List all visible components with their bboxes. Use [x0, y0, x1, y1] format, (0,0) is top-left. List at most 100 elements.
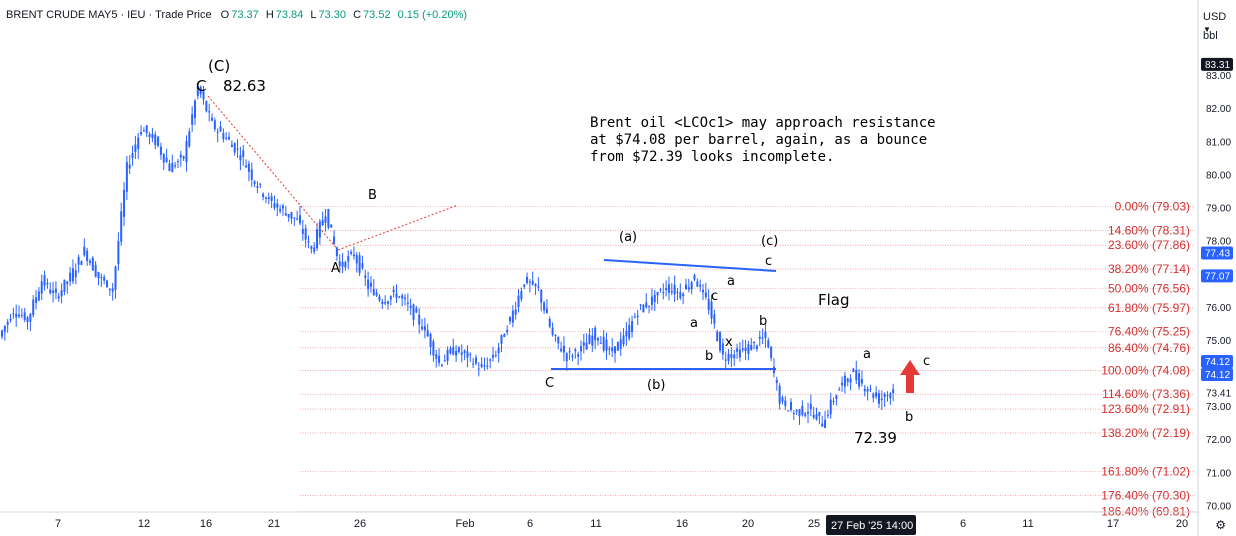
price-axis[interactable]: 83.0082.0081.0080.0079.0078.0077.0076.00… [1197, 0, 1233, 536]
candle-body [88, 260, 91, 263]
candle-body [474, 357, 477, 364]
price-tag-bg [1201, 368, 1233, 382]
low-value: 73.30 [318, 9, 347, 21]
candle-body [333, 236, 336, 244]
candle-body [168, 163, 171, 171]
symbol-name[interactable]: BRENT CRUDE MAY5 [6, 9, 118, 21]
y-tick-label: 83.00 [1206, 71, 1231, 82]
candle-body [812, 414, 815, 418]
fib-label: 50.00% (76.56) [1108, 281, 1190, 295]
candle-body [716, 331, 719, 342]
candle-body [389, 296, 392, 300]
candle-body [157, 136, 160, 146]
candle-body [670, 290, 673, 293]
candle-body [560, 348, 563, 352]
candle-body [574, 349, 577, 352]
candle-body [588, 334, 591, 344]
candle-body [40, 281, 43, 294]
candle-body [486, 365, 489, 367]
wave-label-b-2: b [705, 349, 714, 364]
fib-label: 38.20% (77.14) [1108, 262, 1190, 276]
candle-body [74, 270, 77, 278]
candle-body [795, 410, 798, 412]
candle-body [631, 321, 634, 333]
candle-body [392, 289, 395, 293]
candle-body [523, 284, 526, 287]
x-tick-label: Feb [456, 518, 475, 530]
candle-body [125, 162, 128, 192]
candle-body [682, 293, 685, 296]
candle-body [91, 257, 94, 271]
unit-label[interactable]: bbl [1203, 30, 1218, 42]
candle-body [883, 393, 886, 398]
fib-label: 161.80% (71.02) [1101, 465, 1190, 479]
wave-label-c-top: c [765, 254, 773, 269]
candle-body [188, 131, 191, 147]
candle-body [892, 389, 895, 394]
fib-label: 86.40% (74.76) [1108, 341, 1190, 355]
candle-body [798, 409, 801, 417]
time-axis[interactable]: 7 12 16 21 26 Feb 6 11 16 20 25 6 11 17 20 27 Feb '25 1… [0, 511, 1198, 535]
candle-body [344, 262, 347, 268]
candle-body [395, 293, 398, 298]
candle-body [313, 247, 316, 252]
candle-body [330, 224, 333, 228]
candle-body [267, 197, 270, 200]
price-tag-bg [1201, 57, 1233, 71]
x-tick-label: 16 [676, 518, 688, 530]
candle-body [687, 287, 690, 290]
candle-body [307, 241, 310, 243]
top-value-label: 82.63 [223, 77, 266, 95]
gear-icon[interactable]: ⚙ [1215, 518, 1226, 532]
candle-body [642, 304, 645, 313]
candle-body [738, 349, 741, 358]
candle-body [866, 388, 869, 392]
fib-label: 138.20% (72.19) [1101, 426, 1190, 440]
currency-selector[interactable]: USD ▼ [1203, 11, 1227, 34]
candle-body [171, 163, 174, 173]
candle-body [764, 331, 767, 338]
y-tick-label: 80.00 [1206, 170, 1231, 181]
candle-body [404, 297, 407, 300]
candle-body [838, 389, 841, 391]
candle-body [503, 334, 506, 338]
fib-label: 23.60% (77.86) [1108, 238, 1190, 252]
candle-body [97, 271, 100, 278]
candle-body [290, 212, 293, 219]
price-tag: 77.43 [1205, 248, 1230, 259]
wave-label-A: A [331, 261, 340, 276]
candle-body [497, 347, 500, 354]
candle-body [361, 263, 364, 269]
candle-body [818, 411, 821, 416]
candle-body [299, 215, 301, 224]
candle-body [528, 281, 531, 283]
high-value: 73.84 [275, 9, 304, 21]
price-tag: 83.31 [1205, 60, 1230, 71]
high-label: H [265, 9, 274, 21]
candle-body [807, 411, 810, 414]
candle-body [775, 379, 778, 384]
y-tick-label: 73.00 [1206, 402, 1231, 413]
candle-body [824, 419, 827, 429]
price-tag-bg [1201, 246, 1233, 260]
candle-body [120, 211, 123, 242]
wave-label-c-3: c [923, 354, 931, 369]
candle-body [100, 276, 103, 278]
candle-body [176, 161, 179, 163]
candle-body [18, 314, 21, 317]
candle-body [835, 395, 838, 399]
candle-body [863, 388, 866, 392]
x-tick-label: 12 [138, 518, 150, 530]
candle-body [880, 398, 883, 401]
candle-body [804, 413, 807, 416]
open-value: 73.37 [231, 9, 259, 21]
candle-body [225, 137, 228, 139]
candle-body [815, 414, 818, 420]
candle-body [622, 335, 625, 345]
candle-body [875, 392, 878, 397]
candle-body [597, 338, 599, 341]
candle-body [673, 284, 676, 295]
candle-body [174, 165, 177, 167]
candle-body [724, 359, 727, 361]
